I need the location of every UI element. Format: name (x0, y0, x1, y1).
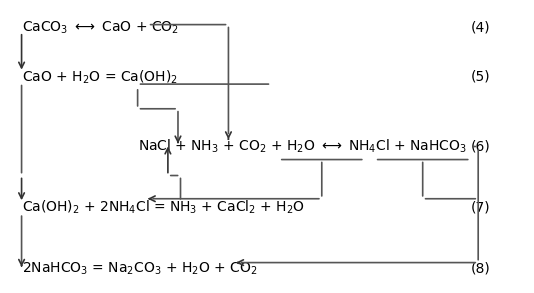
Text: 2NaHCO$_3$ = Na$_2$CO$_3$ + H$_2$O + CO$_2$: 2NaHCO$_3$ = Na$_2$CO$_3$ + H$_2$O + CO$… (21, 260, 257, 277)
Text: Ca(OH)$_2$ + 2NH$_4$Cl = NH$_3$ + CaCl$_2$ + H$_2$O: Ca(OH)$_2$ + 2NH$_4$Cl = NH$_3$ + CaCl$_… (21, 199, 304, 216)
Text: (8): (8) (471, 261, 491, 275)
Text: (6): (6) (471, 139, 491, 154)
Text: NaCl + NH$_3$ + CO$_2$ + H$_2$O $\longleftrightarrow$ NH$_4$Cl + NaHCO$_3$: NaCl + NH$_3$ + CO$_2$ + H$_2$O $\longle… (138, 138, 466, 155)
Text: (5): (5) (471, 70, 491, 84)
Text: CaCO$_3$ $\longleftrightarrow$ CaO + CO$_2$: CaCO$_3$ $\longleftrightarrow$ CaO + CO$… (21, 19, 179, 36)
Text: CaO + H$_2$O = Ca(OH)$_2$: CaO + H$_2$O = Ca(OH)$_2$ (21, 68, 177, 86)
Text: (7): (7) (471, 200, 491, 214)
Text: (4): (4) (471, 21, 491, 35)
